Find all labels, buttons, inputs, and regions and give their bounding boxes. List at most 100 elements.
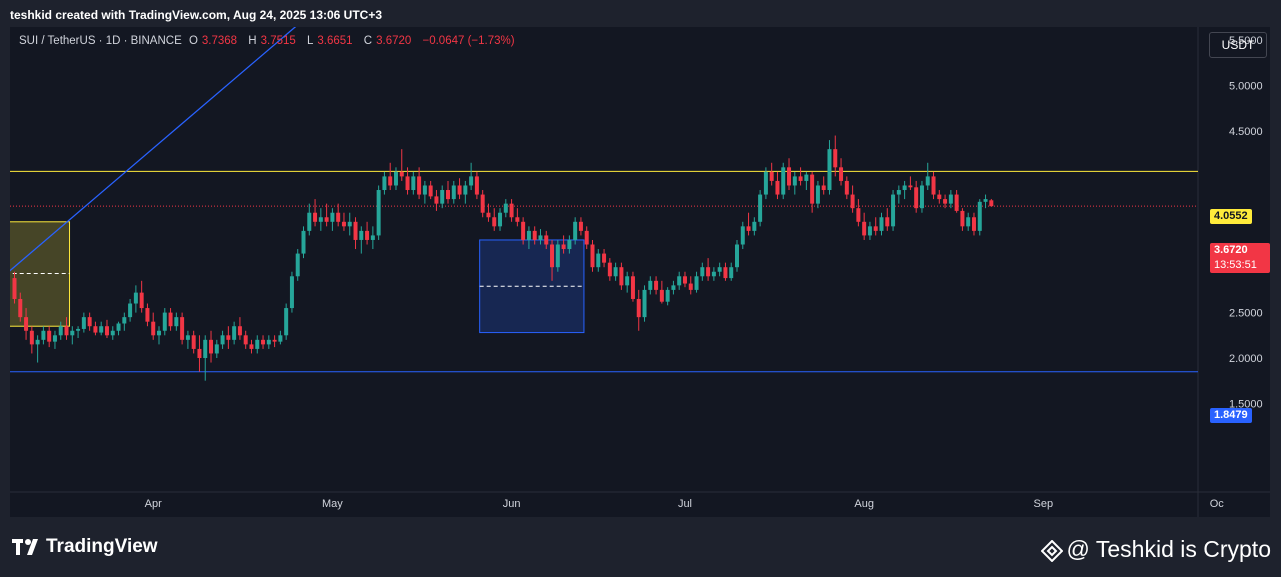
trend-line[interactable] xyxy=(10,27,338,272)
brand-text: TradingView xyxy=(46,536,158,557)
candle-body xyxy=(821,185,826,191)
candle-body xyxy=(474,176,479,195)
candle-body xyxy=(35,339,40,345)
candle-body xyxy=(347,221,352,227)
candle-body xyxy=(243,335,248,345)
candle-body xyxy=(128,303,133,318)
candle-body xyxy=(971,217,976,231)
candle-body xyxy=(839,167,844,181)
candle-body xyxy=(960,210,965,227)
candle-body xyxy=(434,196,439,204)
candle-body xyxy=(763,171,768,195)
candle-body xyxy=(301,230,306,254)
candle-body xyxy=(752,221,757,231)
candle-body xyxy=(122,317,127,324)
candle-body xyxy=(209,339,214,354)
y-tick-label: 2.0000 xyxy=(1229,353,1263,365)
candle-body xyxy=(272,339,277,342)
open-label: O xyxy=(188,35,198,47)
candle-body xyxy=(116,323,121,331)
candle-body xyxy=(93,326,98,333)
candle-body xyxy=(862,221,867,236)
candle-body xyxy=(943,199,948,204)
chart-panel[interactable]: 5.50005.00004.50003.00002.50002.00001.50… xyxy=(10,27,1270,517)
candle-body xyxy=(538,235,543,240)
candle-body xyxy=(688,283,693,290)
candle-body xyxy=(29,330,34,345)
candle-body xyxy=(261,339,266,345)
candle-body xyxy=(584,230,589,245)
candle-body xyxy=(573,221,578,240)
candle-body xyxy=(602,253,607,263)
tradingview-logo[interactable]: TradingView xyxy=(12,536,158,558)
candle-body xyxy=(353,221,358,240)
close-value: 3.6720 xyxy=(376,35,412,47)
low-label: L xyxy=(307,35,314,47)
candle-body xyxy=(174,317,179,327)
candle-body xyxy=(162,312,167,331)
candle-body xyxy=(677,276,682,286)
candle-body xyxy=(232,326,237,340)
high-value: 3.7515 xyxy=(260,35,296,47)
x-tick-label: Oc xyxy=(1210,498,1225,510)
candle-body xyxy=(405,176,410,191)
candle-body xyxy=(41,330,46,340)
candle-body xyxy=(359,230,364,240)
x-tick-label: Aug xyxy=(854,498,874,510)
candle-body xyxy=(578,221,583,231)
candle-body xyxy=(307,212,312,231)
low-value: 3.6651 xyxy=(317,35,353,47)
candle-body xyxy=(873,226,878,231)
candle-body xyxy=(740,226,745,245)
candle-body xyxy=(393,171,398,186)
candle-body xyxy=(422,185,427,195)
candle-body xyxy=(925,176,930,186)
candle-body xyxy=(746,226,751,231)
candle-body xyxy=(919,185,924,209)
candle-body xyxy=(775,180,780,195)
x-tick-label: Sep xyxy=(1034,498,1054,510)
change-value: −0.0647 (−1.73%) xyxy=(422,35,515,47)
candle-body xyxy=(365,230,370,240)
candle-body xyxy=(492,217,497,227)
candle-body xyxy=(787,167,792,186)
close-label: C xyxy=(363,35,373,47)
symbol-label[interactable]: SUI / TetherUS · 1D · BINANCE xyxy=(19,35,182,47)
candle-body xyxy=(948,194,953,204)
y-tick-label: 5.0000 xyxy=(1229,81,1263,93)
candle-body xyxy=(24,317,29,331)
candle-body xyxy=(590,244,595,268)
attribution-text: teshkid created with TradingView.com, Au… xyxy=(10,8,383,22)
candle-body xyxy=(983,199,988,202)
candle-body xyxy=(532,230,537,240)
candle-body xyxy=(636,298,641,318)
candle-body xyxy=(289,276,294,309)
candle-body xyxy=(168,312,173,327)
candle-body xyxy=(630,276,635,299)
candle-body xyxy=(220,335,225,345)
candle-body xyxy=(891,194,896,227)
candle-body xyxy=(521,221,526,240)
candle-body xyxy=(486,212,491,218)
candle-body xyxy=(711,271,716,277)
candle-body xyxy=(758,194,763,222)
candle-body xyxy=(896,190,901,195)
candle-body xyxy=(515,217,520,222)
candle-body xyxy=(180,317,185,340)
candle-body xyxy=(58,326,63,336)
candle-body xyxy=(18,298,23,318)
candle-body xyxy=(717,267,722,272)
candle-body xyxy=(966,217,971,227)
candle-body xyxy=(324,217,329,222)
binance-diamond-icon xyxy=(1040,539,1063,562)
candle-body xyxy=(151,321,156,336)
candle-body xyxy=(139,292,144,309)
candle-body xyxy=(937,194,942,200)
currency-button[interactable]: USDT xyxy=(1209,32,1267,58)
candlestick-chart[interactable]: 5.50005.00004.50003.00002.50002.00001.50… xyxy=(10,27,1270,517)
y-tick-label: 2.5000 xyxy=(1229,308,1263,320)
candle-body xyxy=(659,289,664,302)
candle-body xyxy=(729,267,734,279)
candle-body xyxy=(544,235,549,245)
candle-body xyxy=(902,185,907,191)
